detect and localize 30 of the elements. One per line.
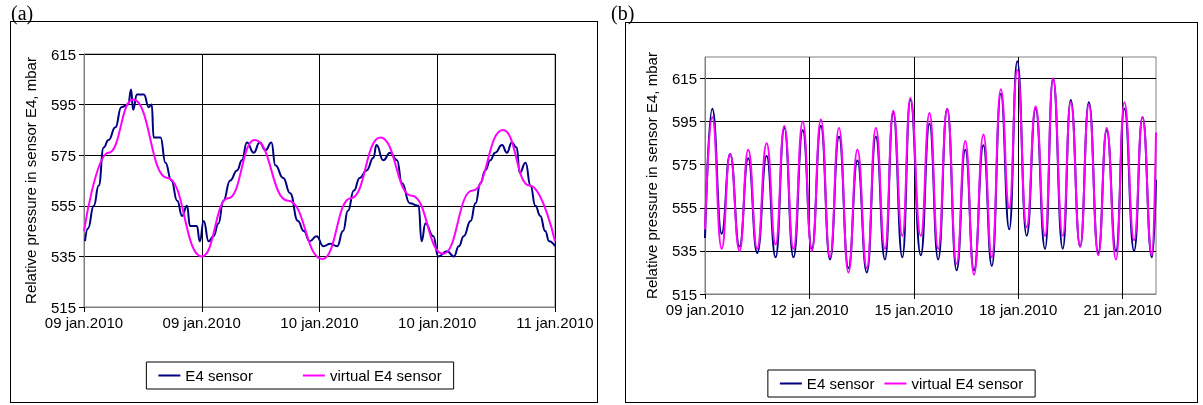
legend-label: virtual E4 sensor [911, 375, 1024, 392]
x-tick-label: 21 jan.2010 [1083, 301, 1162, 318]
x-tick-label: 18 jan.2010 [979, 301, 1058, 318]
y-tick-label: 575 [50, 146, 76, 164]
x-tick-label: 11 jan.2010 [516, 314, 594, 331]
y-axis-title: Relative pressure in sensor E4, mbar [643, 52, 660, 299]
legend-label: E4 sensor [806, 375, 875, 392]
chart-title: (b) [611, 2, 635, 25]
y-axis-title: Relative pressure in sensor E4, mbar [22, 57, 39, 304]
legend-label: E4 sensor [185, 367, 253, 384]
y-tick-label: 535 [50, 247, 76, 265]
chart-title: (a) [11, 2, 34, 25]
y-tick-label: 515 [671, 285, 697, 303]
x-tick-label: 09 jan.2010 [44, 314, 124, 331]
x-tick-label: 09 jan.2010 [162, 314, 241, 331]
x-tick-label: 09 jan.2010 [665, 301, 745, 318]
y-tick-label: 535 [671, 242, 697, 260]
y-tick-label: 595 [50, 96, 76, 114]
y-tick-label: 555 [50, 197, 76, 215]
x-tick-label: 15 jan.2010 [874, 301, 954, 318]
y-tick-label: 515 [50, 298, 76, 316]
y-tick-label: 575 [671, 156, 697, 174]
legend-label: virtual E4 sensor [329, 367, 442, 384]
y-tick-label: 595 [671, 113, 697, 131]
y-tick-label: 615 [671, 70, 697, 88]
x-tick-label: 10 jan.2010 [280, 314, 359, 331]
y-tick-label: 555 [671, 199, 697, 217]
y-tick-label: 615 [50, 45, 76, 63]
x-tick-label: 12 jan.2010 [770, 301, 849, 318]
x-tick-label: 10 jan.2010 [398, 314, 477, 331]
